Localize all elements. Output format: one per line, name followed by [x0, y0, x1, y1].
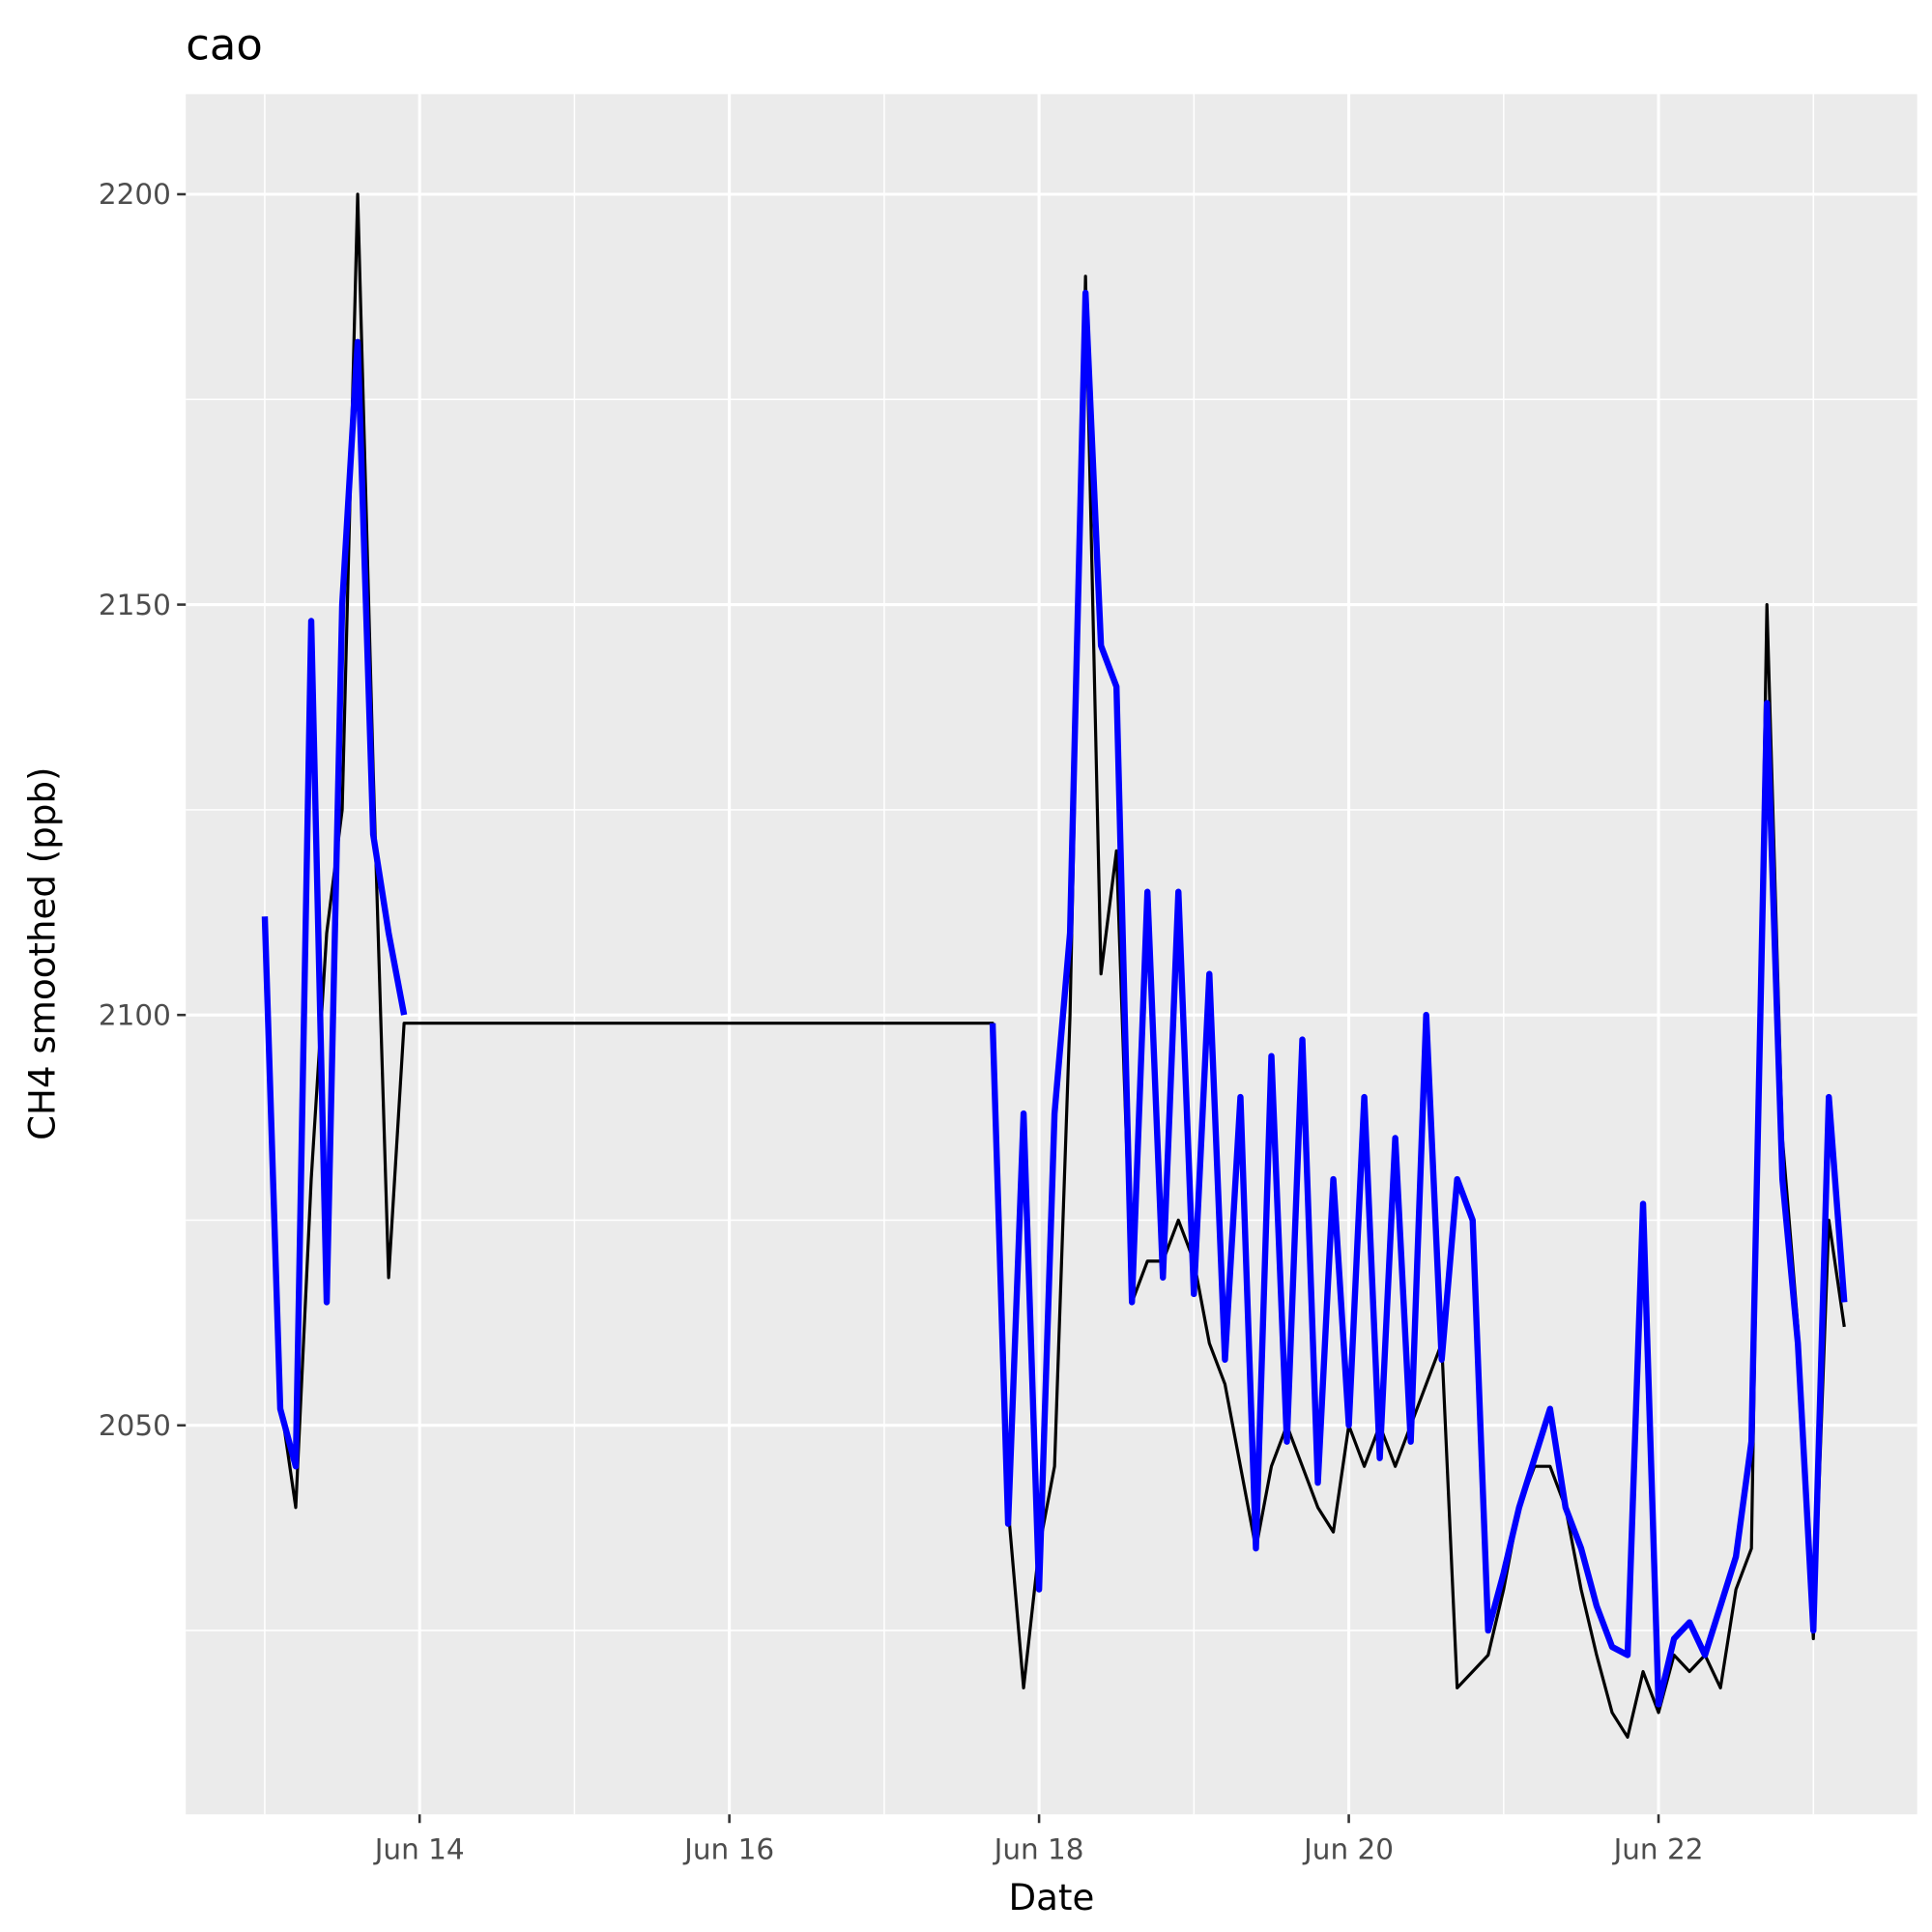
x-tick-label: Jun 16	[682, 1832, 774, 1865]
lines	[261, 192, 1848, 1740]
y-axis-title: CH4 smoothed (ppb)	[21, 766, 63, 1139]
grid	[186, 94, 1918, 1815]
y-tick-label: 2150	[99, 589, 171, 621]
y-tick-label: 2100	[99, 998, 171, 1031]
series-line	[261, 289, 1848, 1708]
x-tick-label: Jun 14	[373, 1832, 465, 1865]
panel	[186, 94, 1918, 1815]
x-axis-title: Date	[1009, 1877, 1095, 1918]
x-tick-label: Jun 22	[1612, 1832, 1704, 1865]
x-tick-label: Jun 20	[1302, 1832, 1394, 1865]
chart-title: cao	[186, 19, 263, 71]
y-tick-label: 2200	[99, 178, 171, 211]
y-tick-label: 2050	[99, 1409, 171, 1442]
x-tick-label: Jun 18	[993, 1832, 1084, 1865]
